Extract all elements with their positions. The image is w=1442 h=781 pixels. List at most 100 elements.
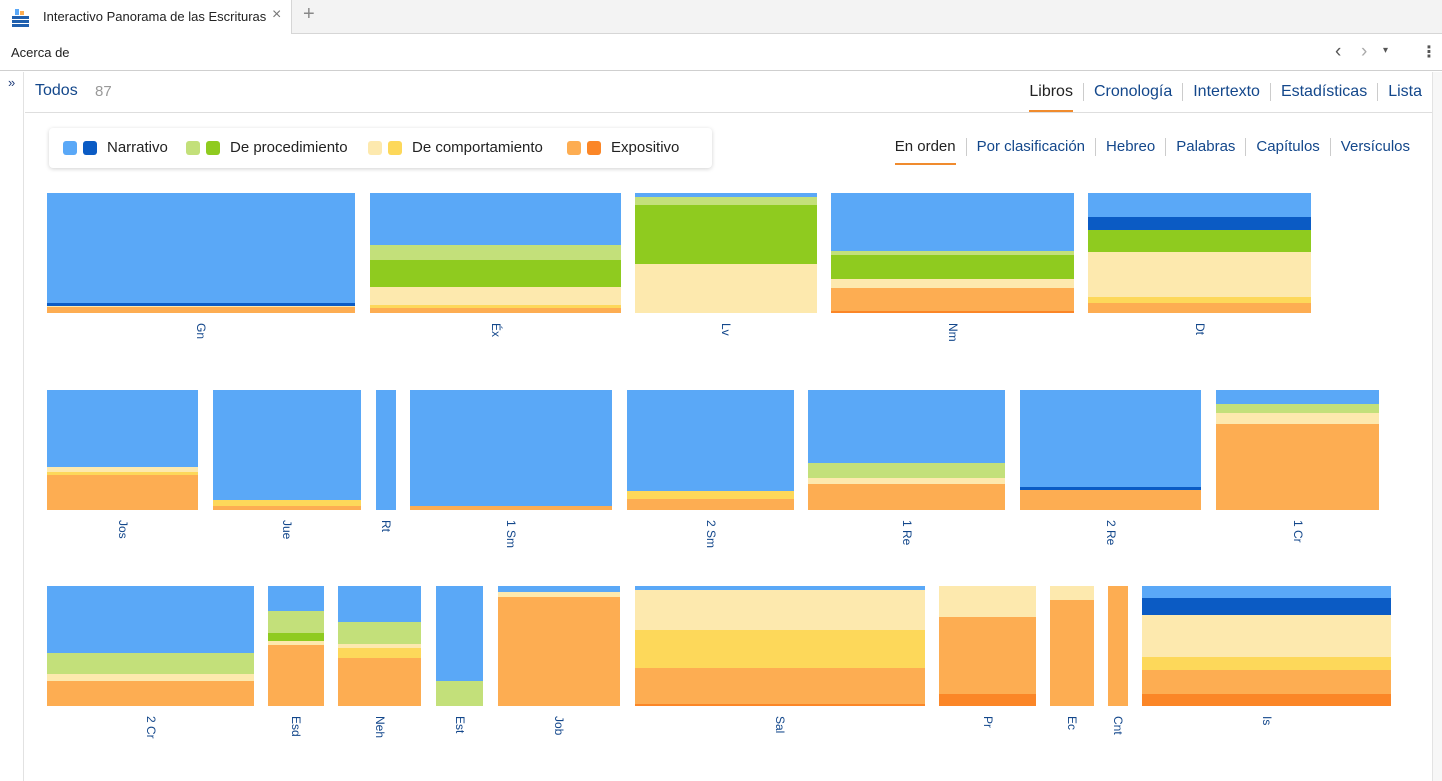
book-nm[interactable]: Nm bbox=[831, 193, 1074, 363]
tab-libros[interactable]: Libros bbox=[1019, 83, 1083, 112]
tab-title: Interactivo Panorama de las Escrituras bbox=[43, 9, 267, 24]
book-genre-bar[interactable] bbox=[338, 586, 421, 706]
book-label[interactable]: 1 Re bbox=[899, 520, 914, 546]
book-jos[interactable]: Jos bbox=[47, 390, 198, 560]
book-genre-bar[interactable] bbox=[47, 390, 198, 510]
book-genre-bar[interactable] bbox=[808, 390, 1005, 510]
sort-versiculos[interactable]: Versículos bbox=[1329, 138, 1420, 156]
book-genre-bar[interactable] bbox=[47, 193, 355, 313]
book-genre-bar[interactable] bbox=[939, 586, 1036, 706]
book-genre-bar[interactable] bbox=[370, 193, 621, 313]
book-label[interactable]: 2 Cr bbox=[143, 716, 158, 739]
book-genre-bar[interactable] bbox=[1020, 390, 1201, 510]
book-pr[interactable]: Pr bbox=[939, 586, 1036, 756]
book-genre-bar[interactable] bbox=[1216, 390, 1379, 510]
sort-en-orden[interactable]: En orden bbox=[885, 138, 966, 165]
vertical-scrollbar[interactable] bbox=[1432, 72, 1442, 781]
book-label[interactable]: Is bbox=[1259, 716, 1274, 726]
close-icon[interactable]: × bbox=[272, 6, 282, 23]
sort-hebreo[interactable]: Hebreo bbox=[1095, 138, 1165, 156]
book-label[interactable]: Pr bbox=[980, 716, 995, 728]
book-label[interactable]: Lv bbox=[719, 323, 733, 336]
book-genre-bar[interactable] bbox=[831, 193, 1074, 313]
chevron-left-icon[interactable]: ‹ bbox=[1335, 41, 1342, 62]
book-ec[interactable]: Ec bbox=[1050, 586, 1094, 756]
book-label[interactable]: Ec bbox=[1065, 716, 1079, 731]
sort-palabras[interactable]: Palabras bbox=[1165, 138, 1245, 156]
book-genre-bar[interactable] bbox=[635, 193, 817, 313]
book-cnt[interactable]: Cnt bbox=[1108, 586, 1128, 756]
book-label[interactable]: Nm bbox=[945, 323, 960, 342]
book-genre-bar[interactable] bbox=[376, 390, 396, 510]
book-1-cr[interactable]: 1 Cr bbox=[1216, 390, 1379, 560]
book-label[interactable]: Sal bbox=[773, 716, 787, 734]
genre-segment-exp bbox=[47, 680, 254, 706]
book-is[interactable]: Is bbox=[1142, 586, 1391, 756]
browser-tab[interactable]: Interactivo Panorama de las Escrituras × bbox=[0, 0, 292, 34]
book-1-sm[interactable]: 1 Sm bbox=[410, 390, 612, 560]
book-genre-bar[interactable] bbox=[1088, 193, 1311, 313]
book-label[interactable]: Esd bbox=[289, 716, 303, 737]
book-genre-bar[interactable] bbox=[436, 586, 483, 706]
book-sal[interactable]: Sal bbox=[635, 586, 925, 756]
tab-cronologia[interactable]: Cronología bbox=[1082, 83, 1182, 101]
book-2-re[interactable]: 2 Re bbox=[1020, 390, 1201, 560]
expand-sidebar-icon[interactable]: » bbox=[8, 75, 16, 90]
more-options-icon[interactable]: ⋮ bbox=[1421, 44, 1437, 61]
book-genre-bar[interactable] bbox=[1050, 586, 1094, 706]
book-label[interactable]: Éx bbox=[488, 323, 503, 338]
book-jue[interactable]: Jue bbox=[213, 390, 361, 560]
genre-segment-exp bbox=[1108, 586, 1128, 706]
tab-estadisticas[interactable]: Estadísticas bbox=[1269, 83, 1377, 101]
book-label[interactable]: Jos bbox=[115, 520, 130, 539]
book-genre-bar[interactable] bbox=[410, 390, 612, 510]
book-est[interactable]: Est bbox=[436, 586, 483, 756]
book-label[interactable]: Neh bbox=[372, 716, 387, 739]
genre-segment-narr bbox=[1142, 586, 1391, 598]
book-genre-bar[interactable] bbox=[268, 586, 324, 706]
book-genre-bar[interactable] bbox=[1108, 586, 1128, 706]
book-label[interactable]: Jue bbox=[280, 520, 294, 540]
book-gn[interactable]: Gn bbox=[47, 193, 355, 363]
book-label[interactable]: 2 Sm bbox=[703, 520, 718, 549]
genre-segment-narr bbox=[808, 390, 1005, 464]
new-tab-icon[interactable]: + bbox=[303, 3, 315, 25]
book-lv[interactable]: Lv bbox=[635, 193, 817, 363]
book-job[interactable]: Job bbox=[498, 586, 620, 756]
book-genre-bar[interactable] bbox=[1142, 586, 1391, 706]
book-label[interactable]: 2 Re bbox=[1103, 520, 1118, 546]
book-genre-bar[interactable] bbox=[498, 586, 620, 706]
book-2-sm[interactable]: 2 Sm bbox=[627, 390, 794, 560]
book-genre-bar[interactable] bbox=[47, 586, 254, 706]
chevron-down-icon[interactable]: ▾ bbox=[1383, 45, 1389, 56]
book-esd[interactable]: Esd bbox=[268, 586, 324, 756]
book-label[interactable]: Est bbox=[452, 716, 467, 734]
book-label[interactable]: Dt bbox=[1192, 323, 1207, 335]
legend-item-procedimiento[interactable]: De procedimiento bbox=[186, 139, 348, 156]
chevron-right-icon[interactable]: › bbox=[1361, 41, 1368, 62]
tab-lista[interactable]: Lista bbox=[1377, 83, 1432, 101]
about-menu[interactable]: Acerca de bbox=[11, 45, 70, 60]
book-neh[interactable]: Neh bbox=[338, 586, 421, 756]
book-genre-bar[interactable] bbox=[635, 586, 925, 706]
book-label[interactable]: 1 Sm bbox=[504, 520, 518, 549]
legend-item-expositivo[interactable]: Expositivo bbox=[567, 139, 679, 156]
book-label[interactable]: Gn bbox=[194, 323, 208, 340]
book-label[interactable]: Cnt bbox=[1111, 716, 1125, 735]
legend-item-comportamiento[interactable]: De comportamiento bbox=[368, 139, 543, 156]
book-label[interactable]: Rt bbox=[379, 520, 393, 532]
book-éx[interactable]: Éx bbox=[370, 193, 621, 363]
book-rt[interactable]: Rt bbox=[376, 390, 396, 560]
sort-por-clasificacion[interactable]: Por clasificación bbox=[965, 138, 1095, 156]
book-dt[interactable]: Dt bbox=[1088, 193, 1311, 363]
book-genre-bar[interactable] bbox=[627, 390, 794, 510]
legend-item-narrativo[interactable]: Narrativo bbox=[63, 139, 168, 156]
filter-all-link[interactable]: Todos bbox=[35, 82, 78, 99]
sort-capitulos[interactable]: Capítulos bbox=[1245, 138, 1329, 156]
tab-intertexto[interactable]: Intertexto bbox=[1182, 83, 1270, 101]
book-label[interactable]: Job bbox=[552, 716, 566, 736]
book-1-re[interactable]: 1 Re bbox=[808, 390, 1005, 560]
book-genre-bar[interactable] bbox=[213, 390, 361, 510]
book-2-cr[interactable]: 2 Cr bbox=[47, 586, 254, 756]
book-label[interactable]: 1 Cr bbox=[1290, 520, 1305, 543]
